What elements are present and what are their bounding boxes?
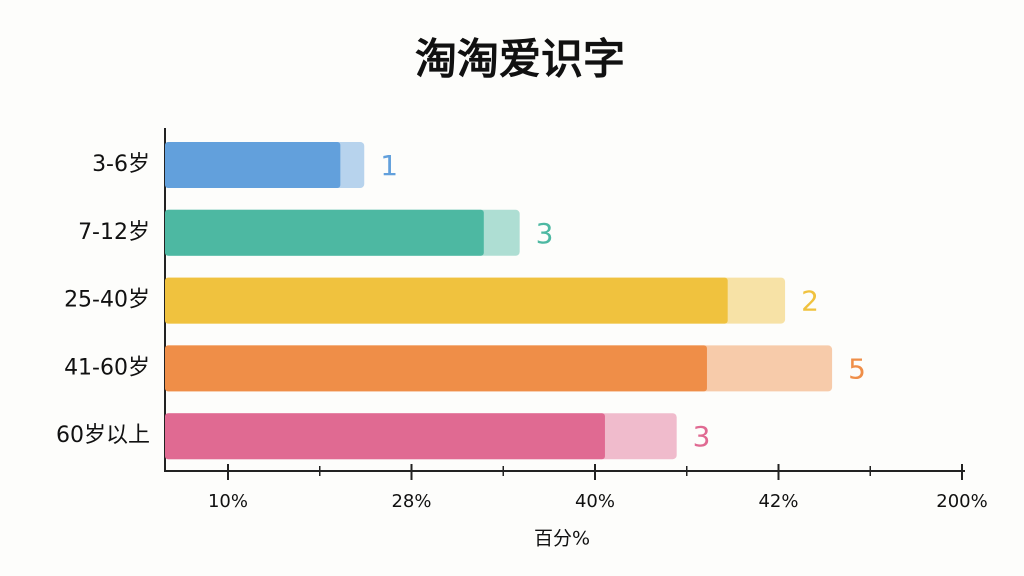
- y-tick-label: 7-12岁: [78, 220, 150, 245]
- x-axis-title: 百分%: [534, 528, 590, 550]
- bar: [165, 209, 484, 256]
- bar: [165, 345, 707, 392]
- data-label: 1: [380, 149, 398, 182]
- y-tick-label: 3-6岁: [92, 152, 150, 177]
- y-tick-label: 41-60岁: [64, 355, 150, 380]
- data-label: 5: [848, 352, 866, 385]
- x-tick-label: 28%: [391, 491, 431, 512]
- y-tick-label: 25-40岁: [64, 288, 150, 313]
- data-label: 3: [536, 217, 554, 250]
- bar: [165, 277, 728, 324]
- bar: [165, 413, 605, 460]
- x-tick-label: 40%: [575, 491, 615, 512]
- x-tick-label: 10%: [208, 491, 248, 512]
- bar: [165, 142, 341, 188]
- x-tick-label: 42%: [758, 491, 798, 512]
- data-label: 2: [801, 285, 819, 318]
- data-label: 3: [693, 420, 711, 453]
- chart-title: 淘淘爱识字: [415, 35, 625, 84]
- y-tick-label: 60岁以上: [56, 423, 150, 448]
- x-tick-label: 200%: [936, 491, 987, 512]
